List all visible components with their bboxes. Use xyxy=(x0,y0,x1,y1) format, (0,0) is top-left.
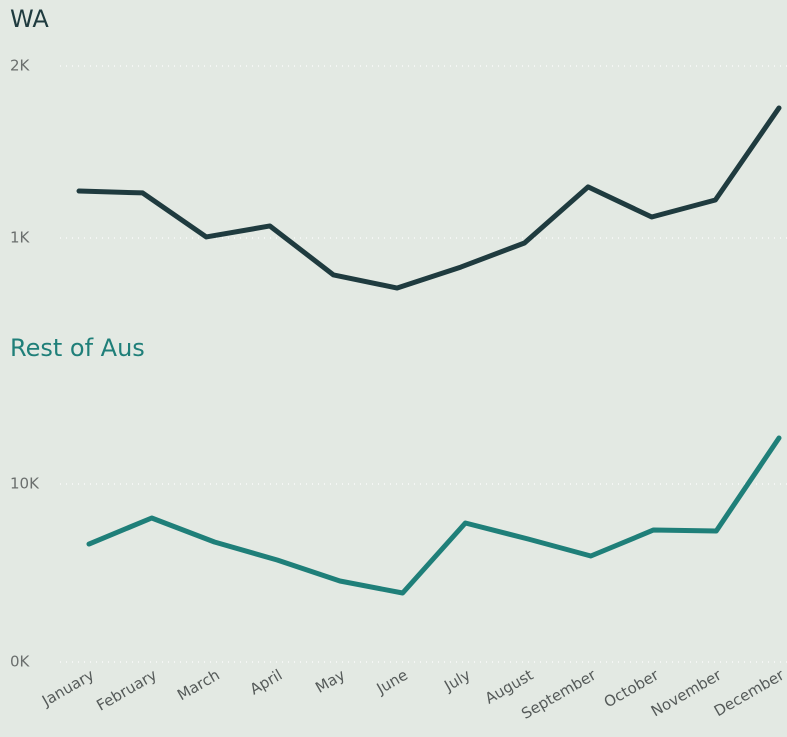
y-tick-label: 1K xyxy=(10,229,31,247)
chart-title: WA xyxy=(10,5,49,33)
line xyxy=(76,105,782,291)
y-tick-label: 2K xyxy=(10,57,31,75)
chart-title: Rest of Aus xyxy=(10,334,145,362)
y-tick-label: 0K xyxy=(10,653,31,671)
line xyxy=(86,435,782,596)
y-tick-label: 10K xyxy=(10,475,40,493)
